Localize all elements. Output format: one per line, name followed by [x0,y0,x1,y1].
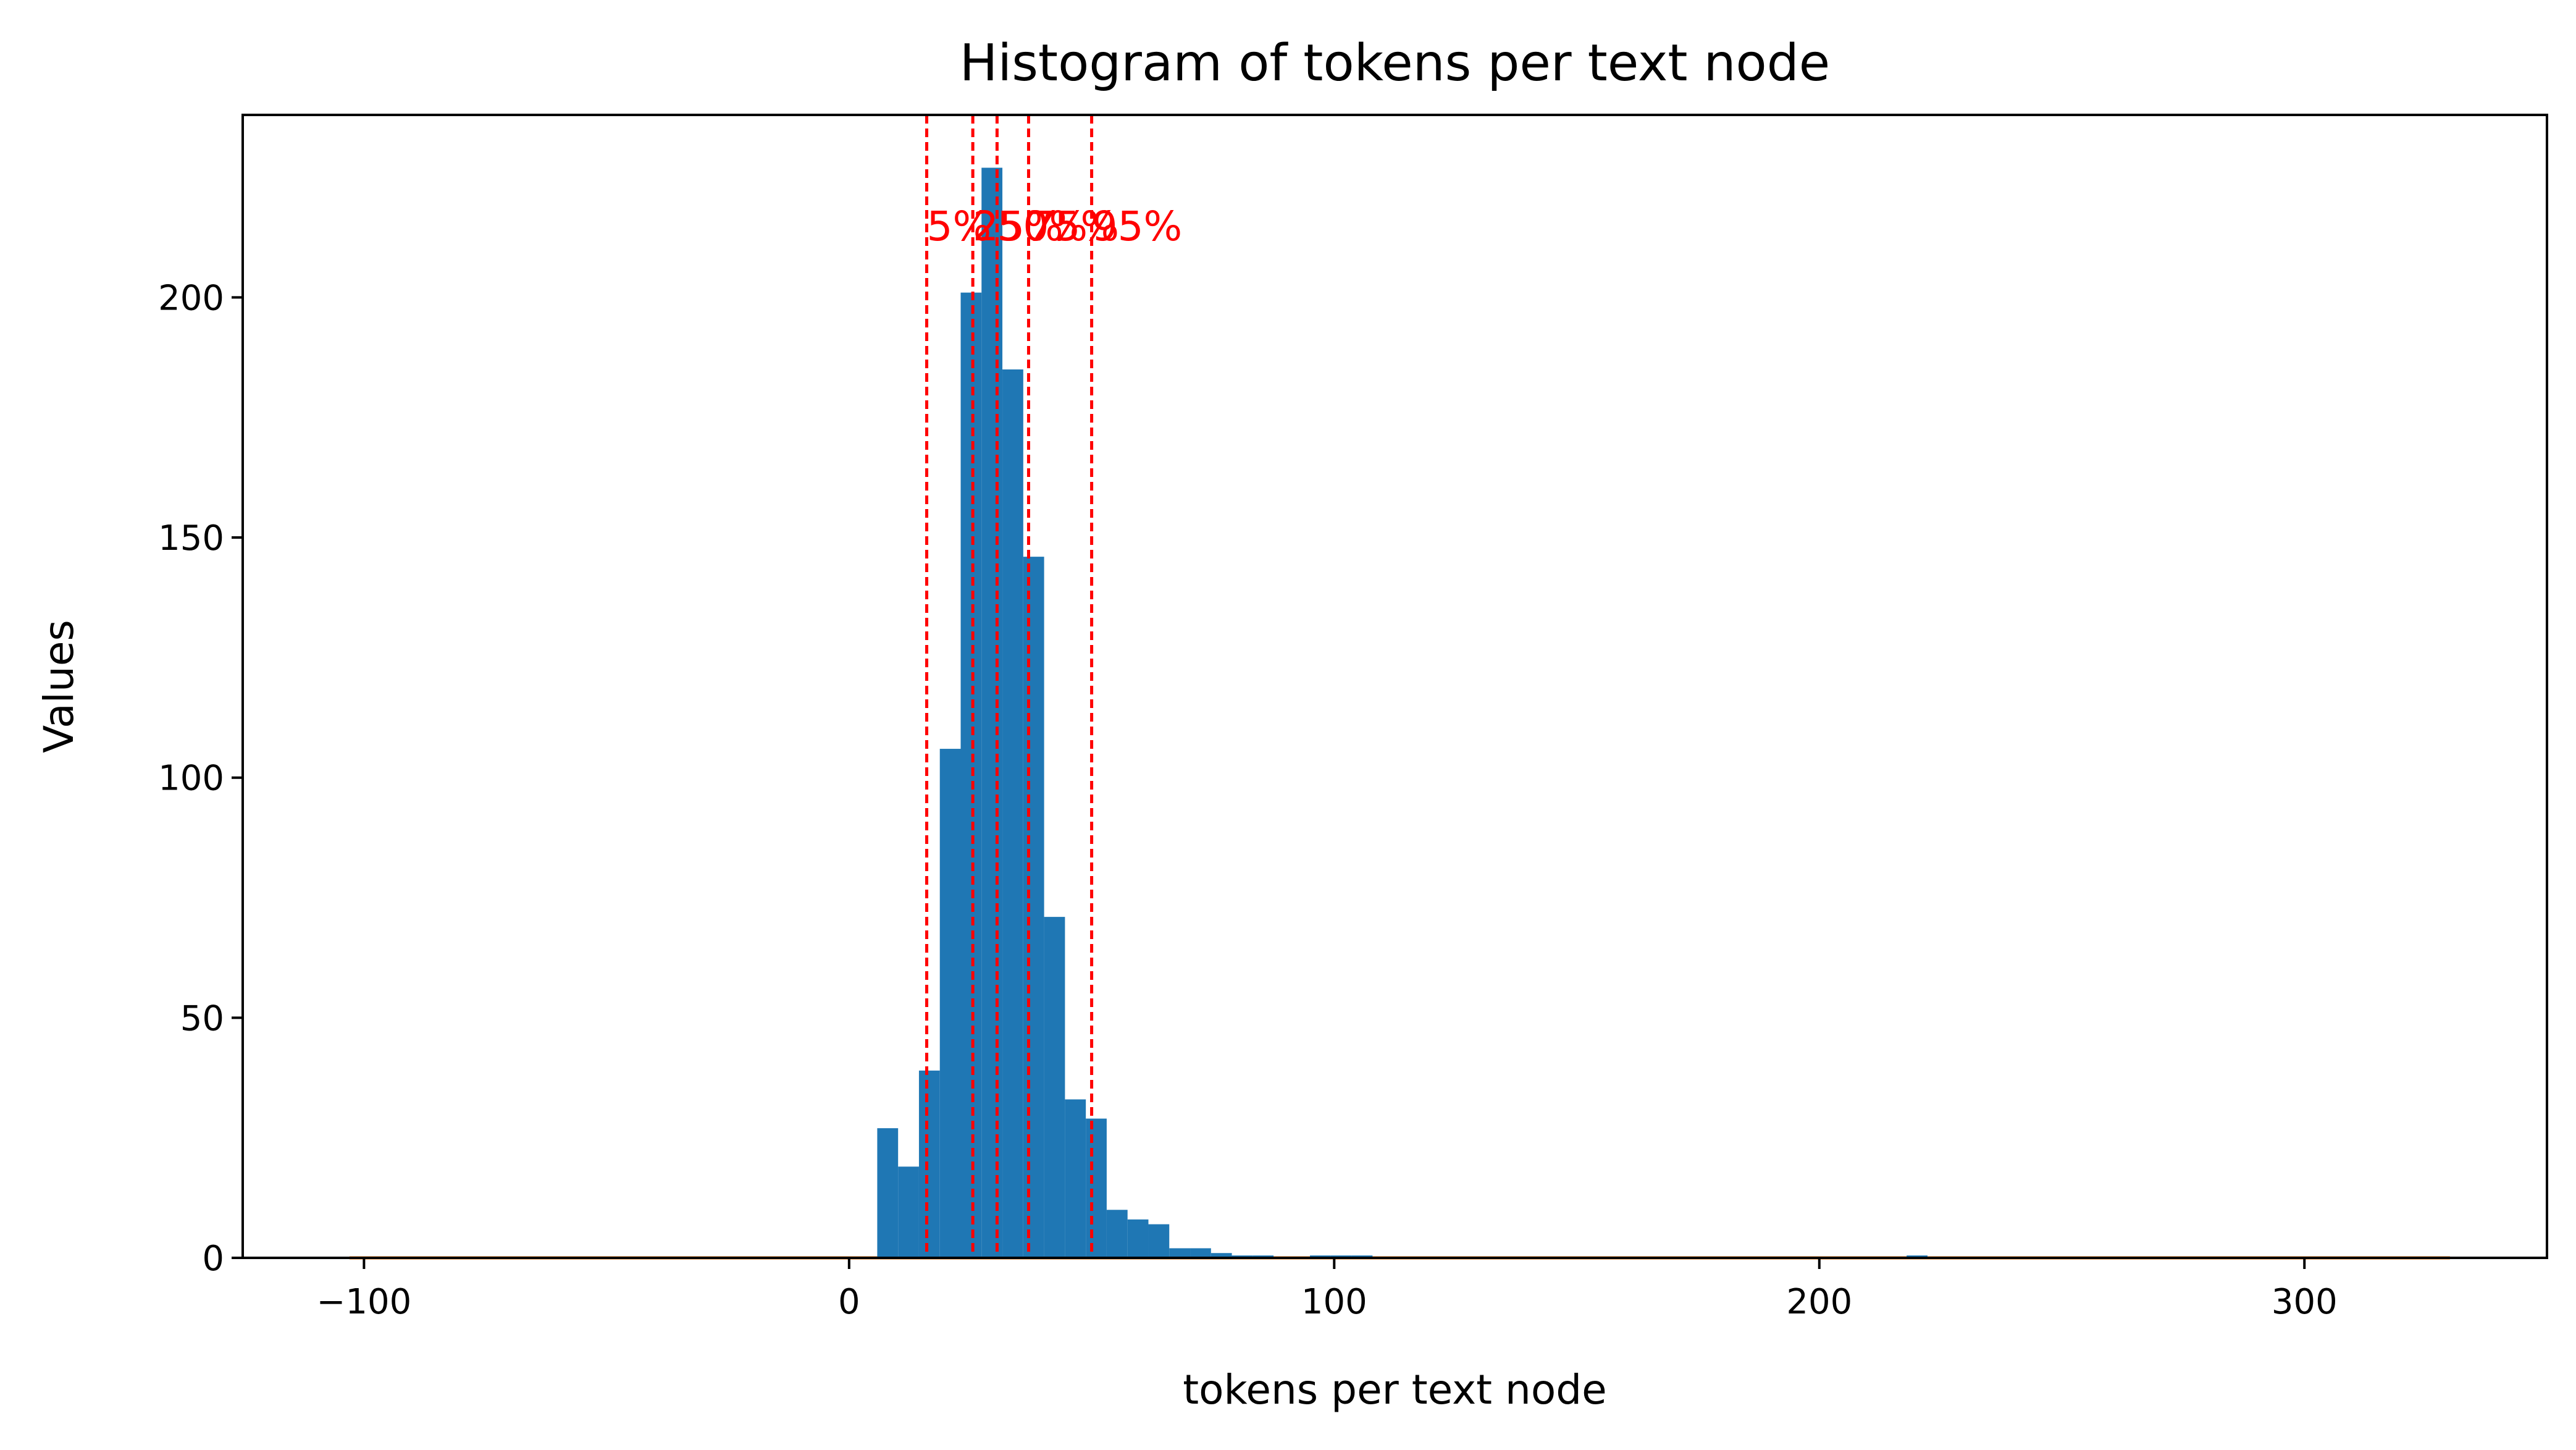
x-tick-label: 0 [838,1282,860,1322]
histogram-bar [1169,1248,1191,1258]
plot-area: 5%25%50%75%95% [349,115,2450,1260]
histogram-bar [918,1070,940,1258]
percentile-label: 95% [1092,203,1183,250]
percentile-label: 5% [927,203,992,250]
percentile-label: 75% [1028,203,1119,250]
histogram-bar [877,1128,899,1258]
x-tick-label: 200 [1786,1282,1852,1322]
histogram-bar [1086,1118,1107,1258]
y-tick-label: 200 [158,278,224,318]
x-axis: −100 0 100 200 300 [316,1258,2338,1322]
histogram-bar [1127,1219,1149,1258]
histogram-bar [1210,1253,1232,1258]
histogram-bar [939,749,961,1258]
histogram-bar [1002,369,1023,1258]
y-tick-label: 100 [158,759,224,799]
percentile-label: 50% [997,203,1088,250]
histogram-bar [1148,1224,1170,1258]
histogram-bar [960,292,982,1258]
histogram-bar [1023,557,1044,1258]
plot-frame [241,114,2548,1259]
y-tick-label: 150 [158,518,224,559]
histogram-bar [1044,917,1065,1258]
y-axis: 0 50 100 150 200 [158,278,243,1279]
histogram-bar [1106,1210,1128,1258]
chart-title: Histogram of tokens per text node [960,34,1830,93]
histogram-bar [981,167,1003,1258]
x-axis-label: tokens per text node [1183,1366,1607,1414]
histogram-bar [898,1166,919,1258]
y-axis-label: Values [35,620,83,753]
x-tick-label: 100 [1301,1282,1367,1322]
percentile-label: 25% [973,203,1064,250]
x-tick-label: −100 [316,1282,411,1322]
y-tick-label: 50 [180,998,224,1039]
histogram-bar [1190,1248,1211,1258]
histogram-bar [1065,1099,1086,1258]
x-tick-label: 300 [2272,1282,2338,1322]
y-tick-label: 0 [202,1239,224,1279]
